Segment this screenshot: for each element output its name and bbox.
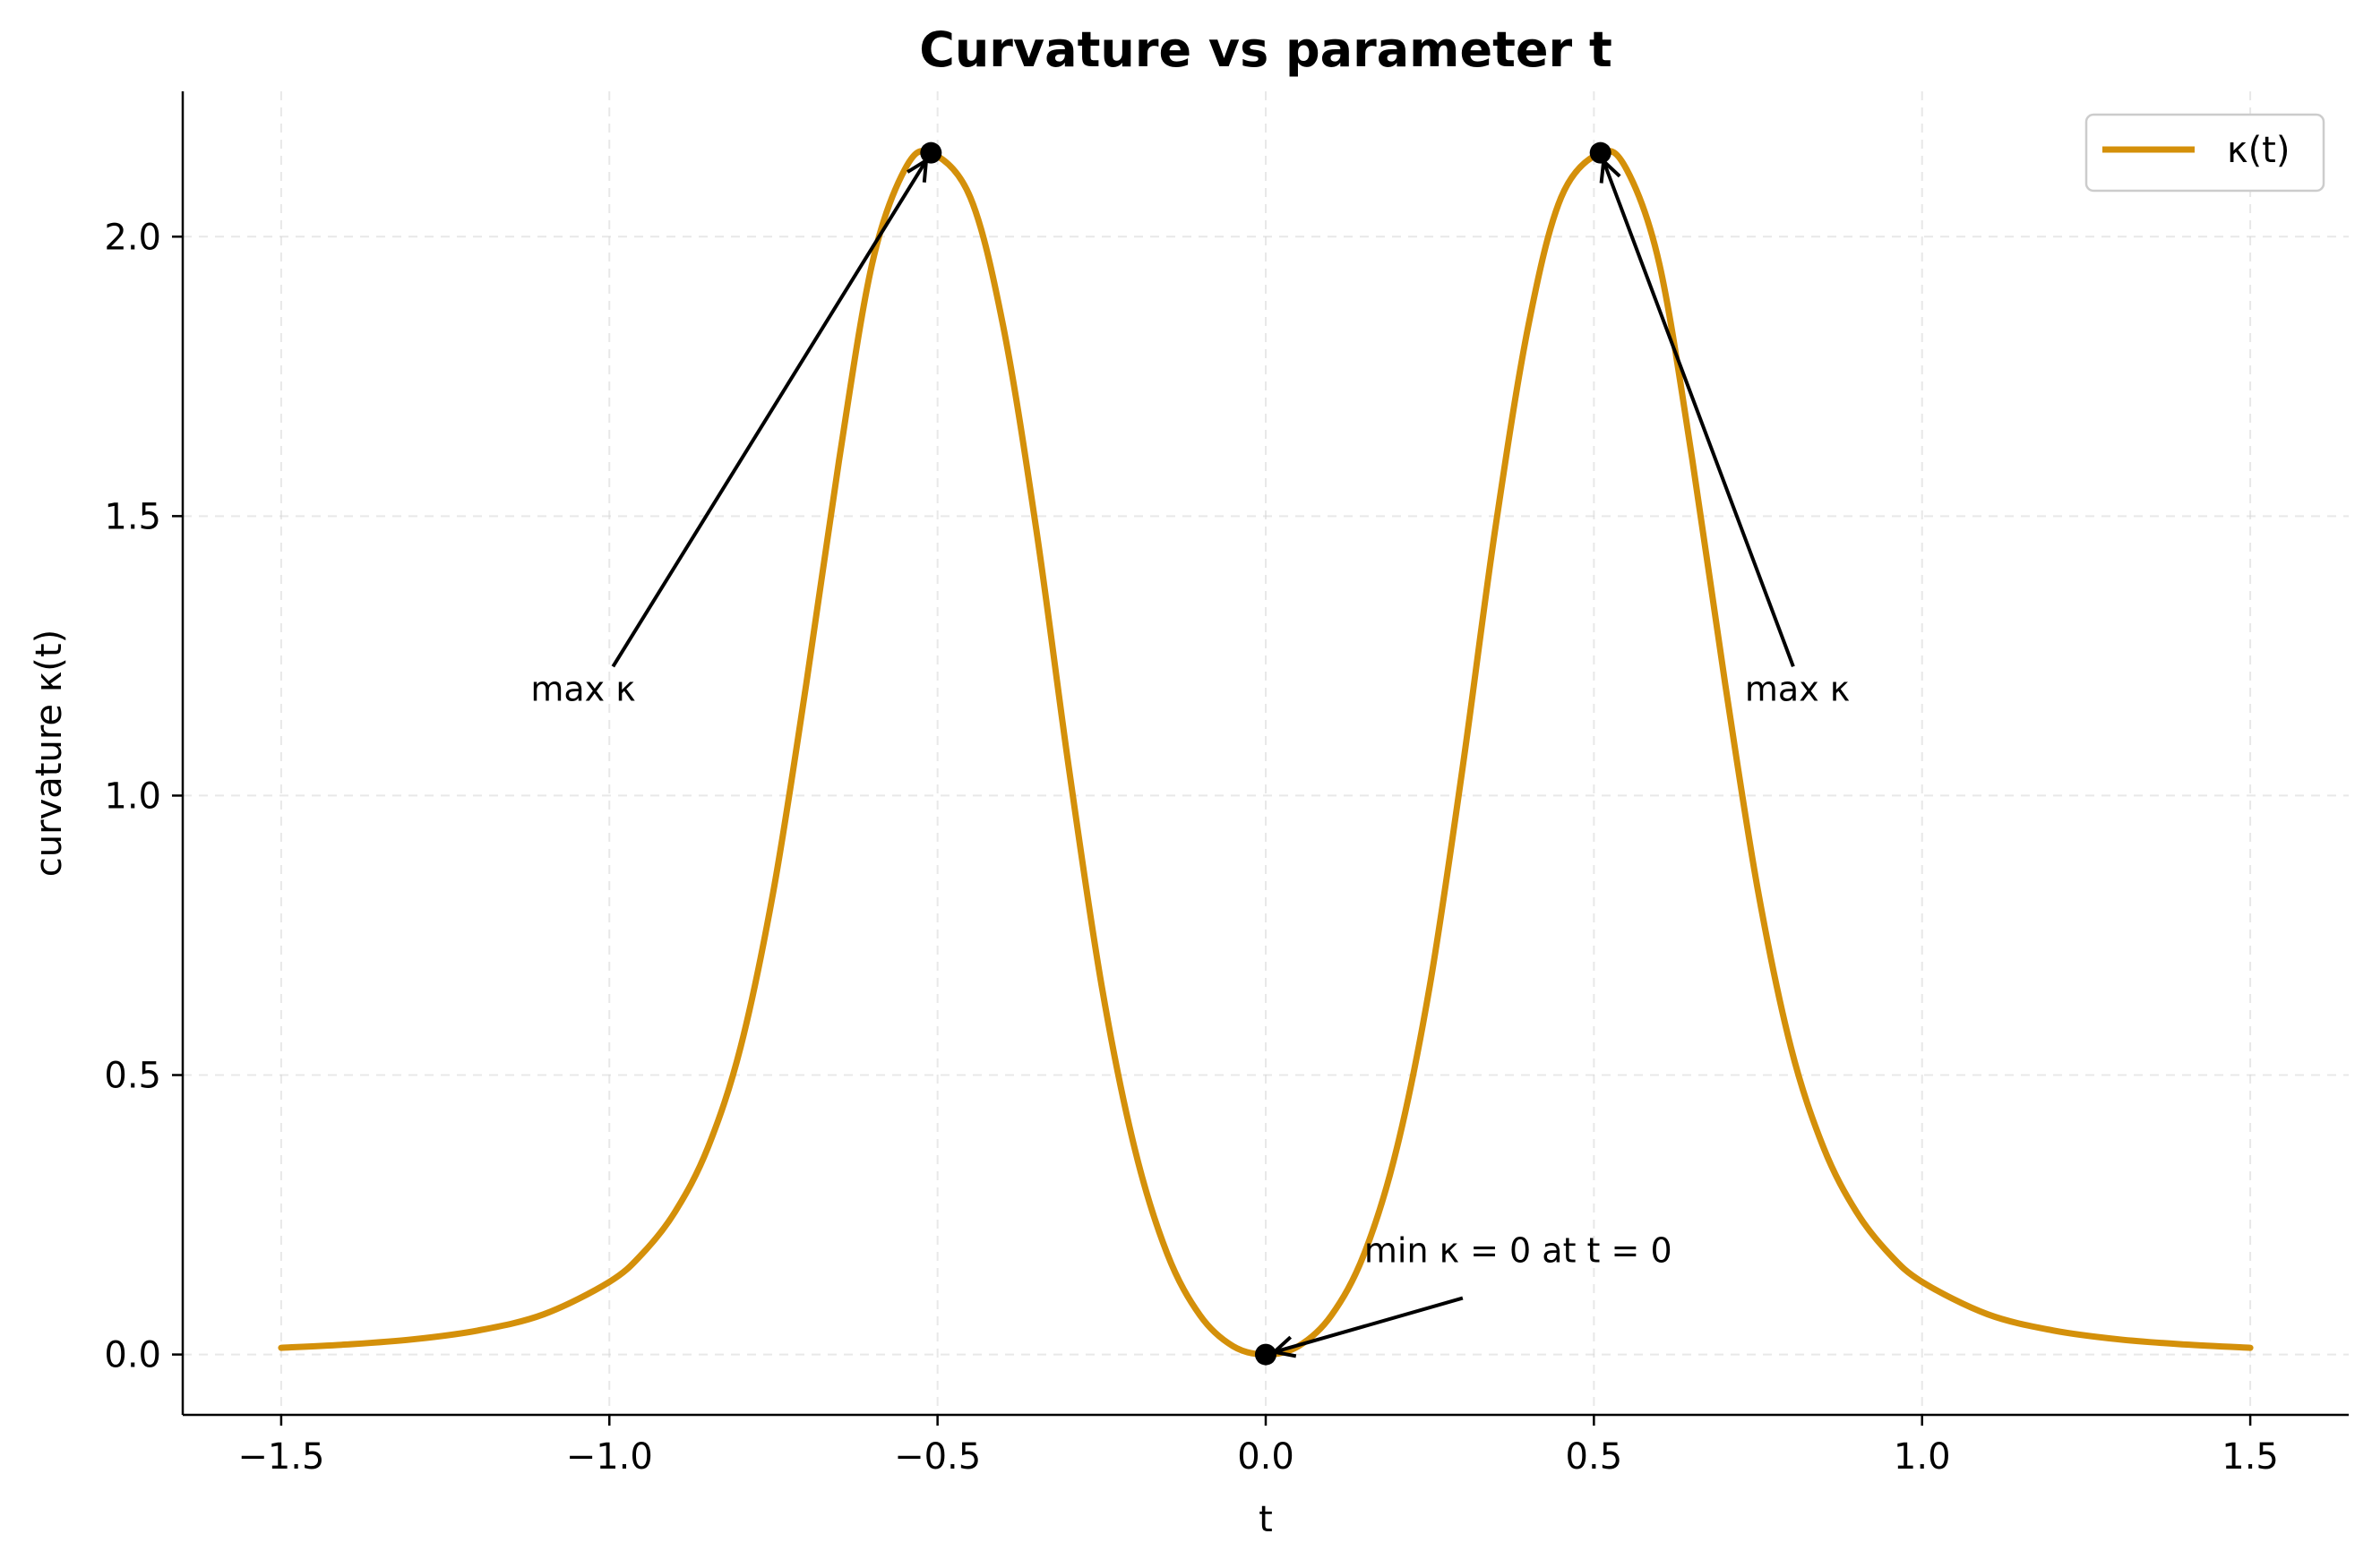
annotation-label-2: min κ = 0 at t = 0	[1364, 1231, 1672, 1271]
x-tick-label: 0.5	[1566, 1436, 1623, 1478]
legend: κ(t)	[2084, 113, 2325, 193]
marker-layer	[920, 141, 1611, 1366]
annotation-arrow-1	[1602, 160, 1795, 668]
annotation-label-1: max κ	[1745, 669, 1850, 708]
extremum-point-0	[920, 141, 942, 164]
legend-box	[2084, 113, 2325, 193]
ticks: −1.5 −1.0 −0.5 0.0 0.5 1.0 1.5 0.0 0.5 1.0 1.5 2.0	[104, 217, 2279, 1478]
chart-title: Curvature vs parameter t	[919, 21, 1612, 78]
x-tick-label: −0.5	[894, 1436, 981, 1478]
y-tick-label: 1.5	[104, 496, 161, 537]
x-tick-label: 1.5	[2222, 1436, 2279, 1478]
annotation-label-0: max κ	[530, 669, 635, 708]
x-tick-label: −1.5	[237, 1436, 324, 1478]
y-axis-label: curvature κ(t)	[29, 630, 70, 877]
annotation-arrow-0	[611, 159, 928, 668]
x-tick-label: −1.0	[566, 1436, 653, 1478]
extremum-point-1	[1589, 141, 1611, 164]
x-axis-label: t	[1259, 1499, 1273, 1540]
y-tick-label: 1.0	[104, 775, 161, 817]
grid	[183, 91, 2349, 1415]
x-tick-label: 1.0	[1894, 1436, 1951, 1478]
x-tick-label: 0.0	[1237, 1436, 1294, 1478]
legend-label: κ(t)	[2227, 130, 2290, 171]
annotation-arrowhead-2	[1270, 1335, 1297, 1358]
annotation-arrowhead-1	[1599, 157, 1621, 184]
extremum-point-2	[1255, 1343, 1276, 1366]
annotation-arrowhead-0	[907, 157, 929, 183]
annotation-layer: max κ max κ min κ = 0 at t = 0	[530, 157, 1850, 1358]
y-tick-label: 2.0	[104, 217, 161, 258]
y-tick-label: 0.0	[104, 1335, 161, 1376]
annotation-arrow-2	[1274, 1296, 1464, 1354]
y-tick-label: 0.5	[104, 1056, 161, 1097]
